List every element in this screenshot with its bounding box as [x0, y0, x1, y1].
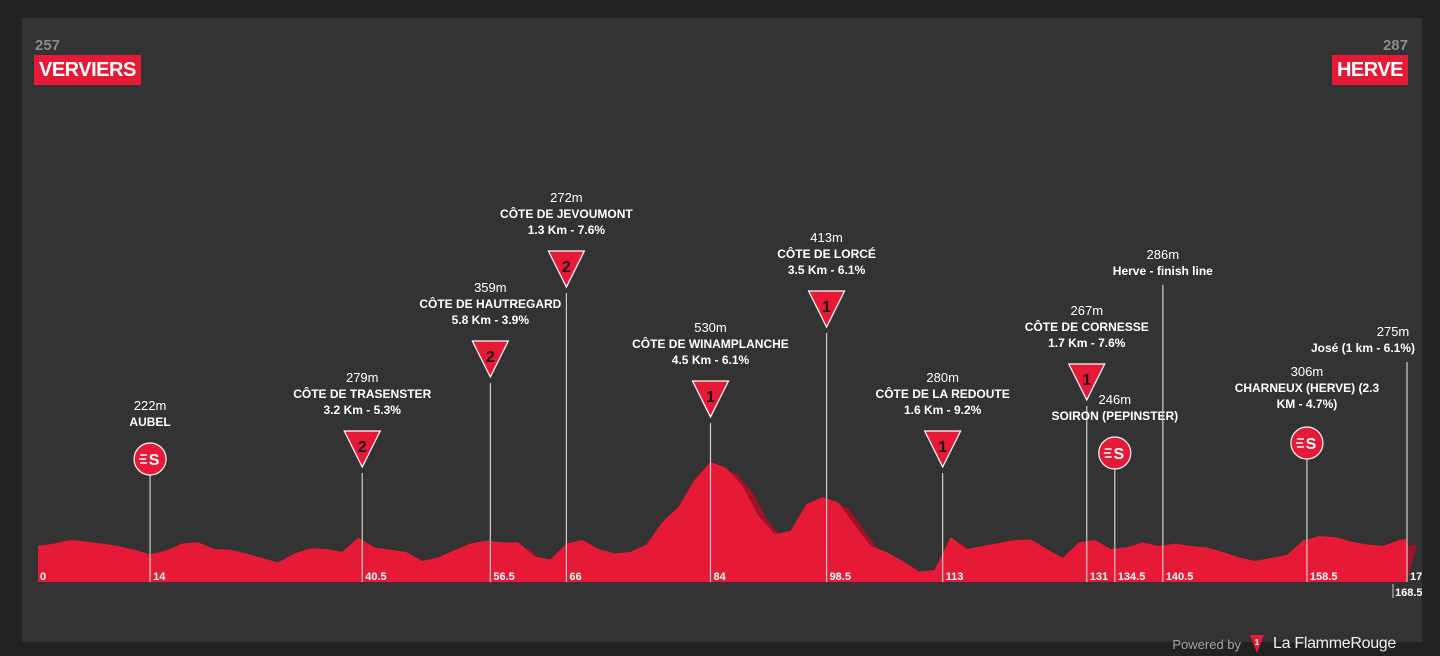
sprint-icon-letter: S [1306, 436, 1317, 453]
km-label: 84 [713, 571, 726, 583]
altitude-label: 275m [1377, 324, 1410, 339]
footer: Powered by 1 La FlammeRouge [1172, 632, 1396, 656]
km-label: 134.5 [1118, 571, 1146, 583]
climb-category-number: 1 [706, 389, 715, 406]
km-label: 171 [1410, 571, 1422, 583]
climb-detail: 1.7 Km - 7.6% [1048, 336, 1126, 350]
km-label: 168.5 [1395, 587, 1422, 599]
km-label: 14 [153, 571, 166, 583]
altitude-label: 246m [1099, 392, 1132, 407]
flamme-rouge-logo-icon: 1 [1250, 635, 1265, 653]
svg-text:1: 1 [1255, 638, 1260, 647]
climb-category-icon [807, 290, 846, 329]
climb-category-icon [547, 250, 586, 289]
checkpoint-name: José (1 km - 6.1%) [1311, 341, 1415, 355]
climb-category-number: 2 [486, 349, 495, 366]
altitude-label: 530m [694, 320, 727, 335]
climb-detail: 1.3 Km - 7.6% [528, 223, 606, 237]
sprint-icon [1290, 426, 1324, 460]
km-label: 158.5 [1310, 571, 1338, 583]
altitude-label: 413m [810, 230, 843, 245]
km-label: 0 [40, 571, 46, 583]
checkpoint-name: CÔTE DE HAUTREGARD [419, 296, 561, 311]
checkpoint-name: CÔTE DE TRASENSTER [293, 386, 431, 401]
climb-category-number: 2 [562, 259, 571, 276]
climb-category-number: 1 [1082, 372, 1091, 389]
finish-altitude: 287 [1382, 37, 1408, 54]
climb-detail: 3.2 Km - 5.3% [324, 403, 402, 417]
checkpoint-name: Herve - finish line [1113, 264, 1213, 278]
climb-category-icon [471, 340, 510, 379]
start-city: VERVIERS [34, 55, 141, 85]
km-label: 113 [946, 571, 964, 583]
altitude-label: 279m [346, 370, 379, 385]
climb-category-icon [343, 430, 382, 469]
altitude-label: 306m [1291, 364, 1324, 379]
powered-by-text: Powered by [1172, 636, 1242, 652]
climb-detail: 1.6 Km - 9.2% [904, 403, 982, 417]
altitude-label: 280m [926, 370, 959, 385]
start-altitude: 257 [35, 37, 61, 54]
checkpoint-name: CÔTE DE CORNESSE [1025, 319, 1149, 334]
sprint-icon-letter: S [1113, 446, 1124, 463]
climb-detail: 4.5 Km - 6.1% [672, 353, 750, 367]
km-label: 98.5 [830, 571, 851, 583]
climb-category-number: 1 [938, 439, 947, 456]
altitude-label: 222m [134, 398, 167, 413]
brand-name: La FlammeRouge [1273, 635, 1396, 652]
checkpoint-name: CHARNEUX (HERVE) (2.3 [1235, 381, 1380, 395]
finish-city: HERVE [1331, 55, 1408, 85]
altitude-label: 359m [474, 280, 507, 295]
climb-category-icon [923, 430, 962, 469]
altitude-label: 286m [1147, 247, 1180, 262]
km-label: 56.5 [493, 571, 514, 583]
altitude-label: 267m [1071, 303, 1104, 318]
checkpoint-name: CÔTE DE JEVOUMONT [500, 206, 633, 221]
km-label: 66 [569, 571, 581, 583]
climb-category-icon [691, 380, 730, 419]
checkpoint-name: CÔTE DE LA REDOUTE [876, 386, 1010, 401]
checkpoint-name: SOIRON (PEPINSTER) [1051, 409, 1178, 423]
sprint-icon-letter: S [149, 452, 160, 469]
climb-detail: 5.8 Km - 3.9% [452, 313, 530, 327]
km-label: 40.5 [365, 571, 386, 583]
climb-category-icon [1067, 363, 1106, 402]
km-label: 131 [1090, 571, 1108, 583]
sprint-icon [1098, 436, 1132, 470]
checkpoint-name: KM - 4.7%) [1277, 397, 1338, 411]
stage-profile-panel: 257 VERVIERS 287 HERVE 0 14 222m AUBEL S 40.5… [22, 18, 1422, 653]
climb-category-number: 1 [822, 299, 831, 316]
km-label: 140.5 [1166, 571, 1194, 583]
climb-category-number: 2 [358, 439, 367, 456]
checkpoint-name: AUBEL [129, 415, 170, 429]
sprint-icon [133, 442, 167, 476]
checkpoint-name: CÔTE DE LORCÉ [777, 246, 876, 261]
checkpoint-name: CÔTE DE WINAMPLANCHE [632, 336, 789, 351]
profile-area [38, 462, 1407, 582]
climb-detail: 3.5 Km - 6.1% [788, 263, 866, 277]
altitude-label: 272m [550, 190, 583, 205]
